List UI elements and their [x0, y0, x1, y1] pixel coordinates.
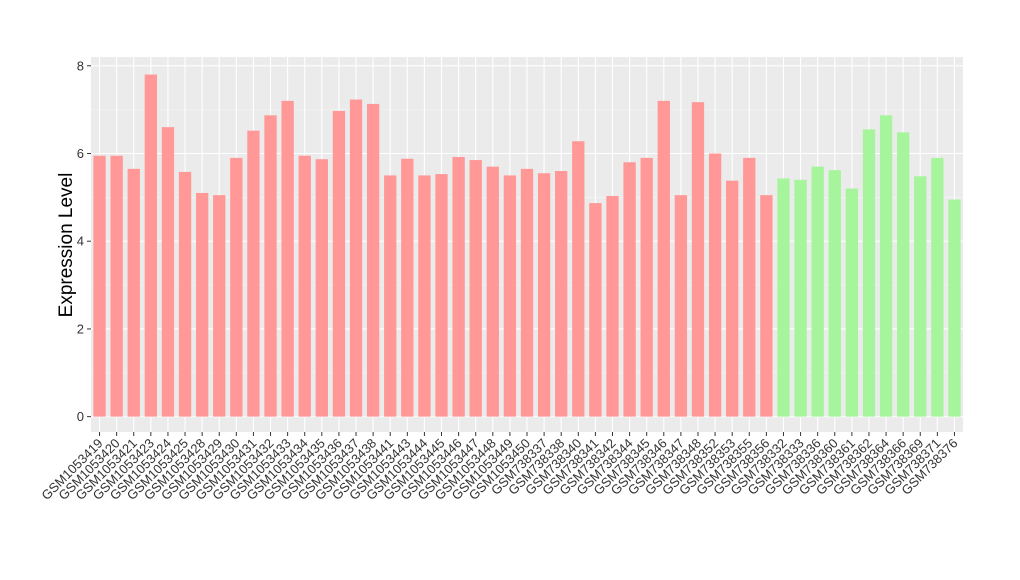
bar-GSM1053425	[178, 171, 192, 417]
bar-GSM738345	[640, 157, 653, 417]
y-axis-title: Expression Level	[56, 173, 77, 318]
bar-GSM1053448	[486, 166, 499, 417]
bar-GSM1053438	[366, 103, 380, 417]
bar-GSM738342	[606, 196, 619, 417]
bar-GSM1053420	[110, 155, 123, 417]
bar-GSM738364	[879, 115, 893, 417]
bar-GSM738355	[743, 157, 756, 417]
y-tick-label: 8	[77, 58, 84, 73]
bar-GSM1053446	[452, 157, 465, 417]
bar-GSM1053450	[520, 168, 534, 417]
bar-GSM738333	[794, 179, 807, 417]
bar-GSM738371	[931, 157, 944, 417]
bar-GSM1053423	[144, 74, 157, 417]
bar-GSM1053419	[93, 155, 106, 417]
bar-GSM738341	[589, 203, 602, 417]
bar-GSM738338	[555, 171, 568, 417]
y-tick-label: 2	[77, 321, 84, 336]
bar-GSM738344	[623, 162, 636, 417]
bar-GSM1053435	[315, 159, 328, 417]
bar-GSM738360	[828, 170, 841, 417]
bar-GSM1053430	[230, 157, 243, 417]
bar-GSM738366	[897, 132, 910, 417]
bar-GSM738336	[811, 166, 824, 417]
x-axis: GSM1053419GSM1053420GSM1053421GSM1053423…	[38, 432, 961, 503]
bar-GSM1053449	[503, 175, 517, 417]
y-tick-label: 4	[77, 234, 84, 249]
bar-GSM1053421	[127, 168, 140, 417]
bar-GSM738356	[760, 195, 773, 417]
bar-GSM1053436	[332, 110, 346, 417]
bar-GSM738347	[674, 195, 688, 417]
bars	[93, 74, 961, 417]
bar-GSM738376	[948, 199, 961, 417]
bar-GSM1053431	[247, 130, 260, 417]
bar-GSM738340	[572, 141, 585, 417]
bar-GSM1053447	[469, 160, 482, 417]
bar-GSM1053444	[418, 175, 431, 417]
bar-GSM1053433	[281, 100, 294, 417]
bar-GSM738332	[777, 178, 790, 417]
bar-GSM1053434	[298, 155, 311, 417]
bar-GSM1053429	[213, 195, 226, 417]
y-tick-label: 0	[77, 409, 84, 424]
bar-GSM738348	[691, 102, 705, 417]
y-axis: 0 2 4 6 8	[77, 58, 91, 424]
bar-GSM738346	[657, 100, 670, 417]
bar-GSM738352	[708, 153, 722, 417]
bar-GSM738337	[537, 173, 551, 417]
bar-GSM1053441	[384, 175, 397, 417]
bar-GSM738361	[845, 188, 859, 417]
y-tick-label: 6	[77, 146, 84, 161]
bar-GSM1053437	[349, 99, 363, 417]
bar-GSM1053432	[264, 115, 277, 417]
bar-GSM1053445	[435, 174, 448, 417]
bar-GSM1053424	[161, 127, 175, 417]
bar-GSM1053443	[401, 158, 414, 417]
bar-GSM1053428	[195, 192, 209, 417]
bar-GSM738353	[726, 180, 739, 417]
bar-GSM738362	[862, 129, 876, 417]
bar-GSM738369	[914, 176, 927, 417]
